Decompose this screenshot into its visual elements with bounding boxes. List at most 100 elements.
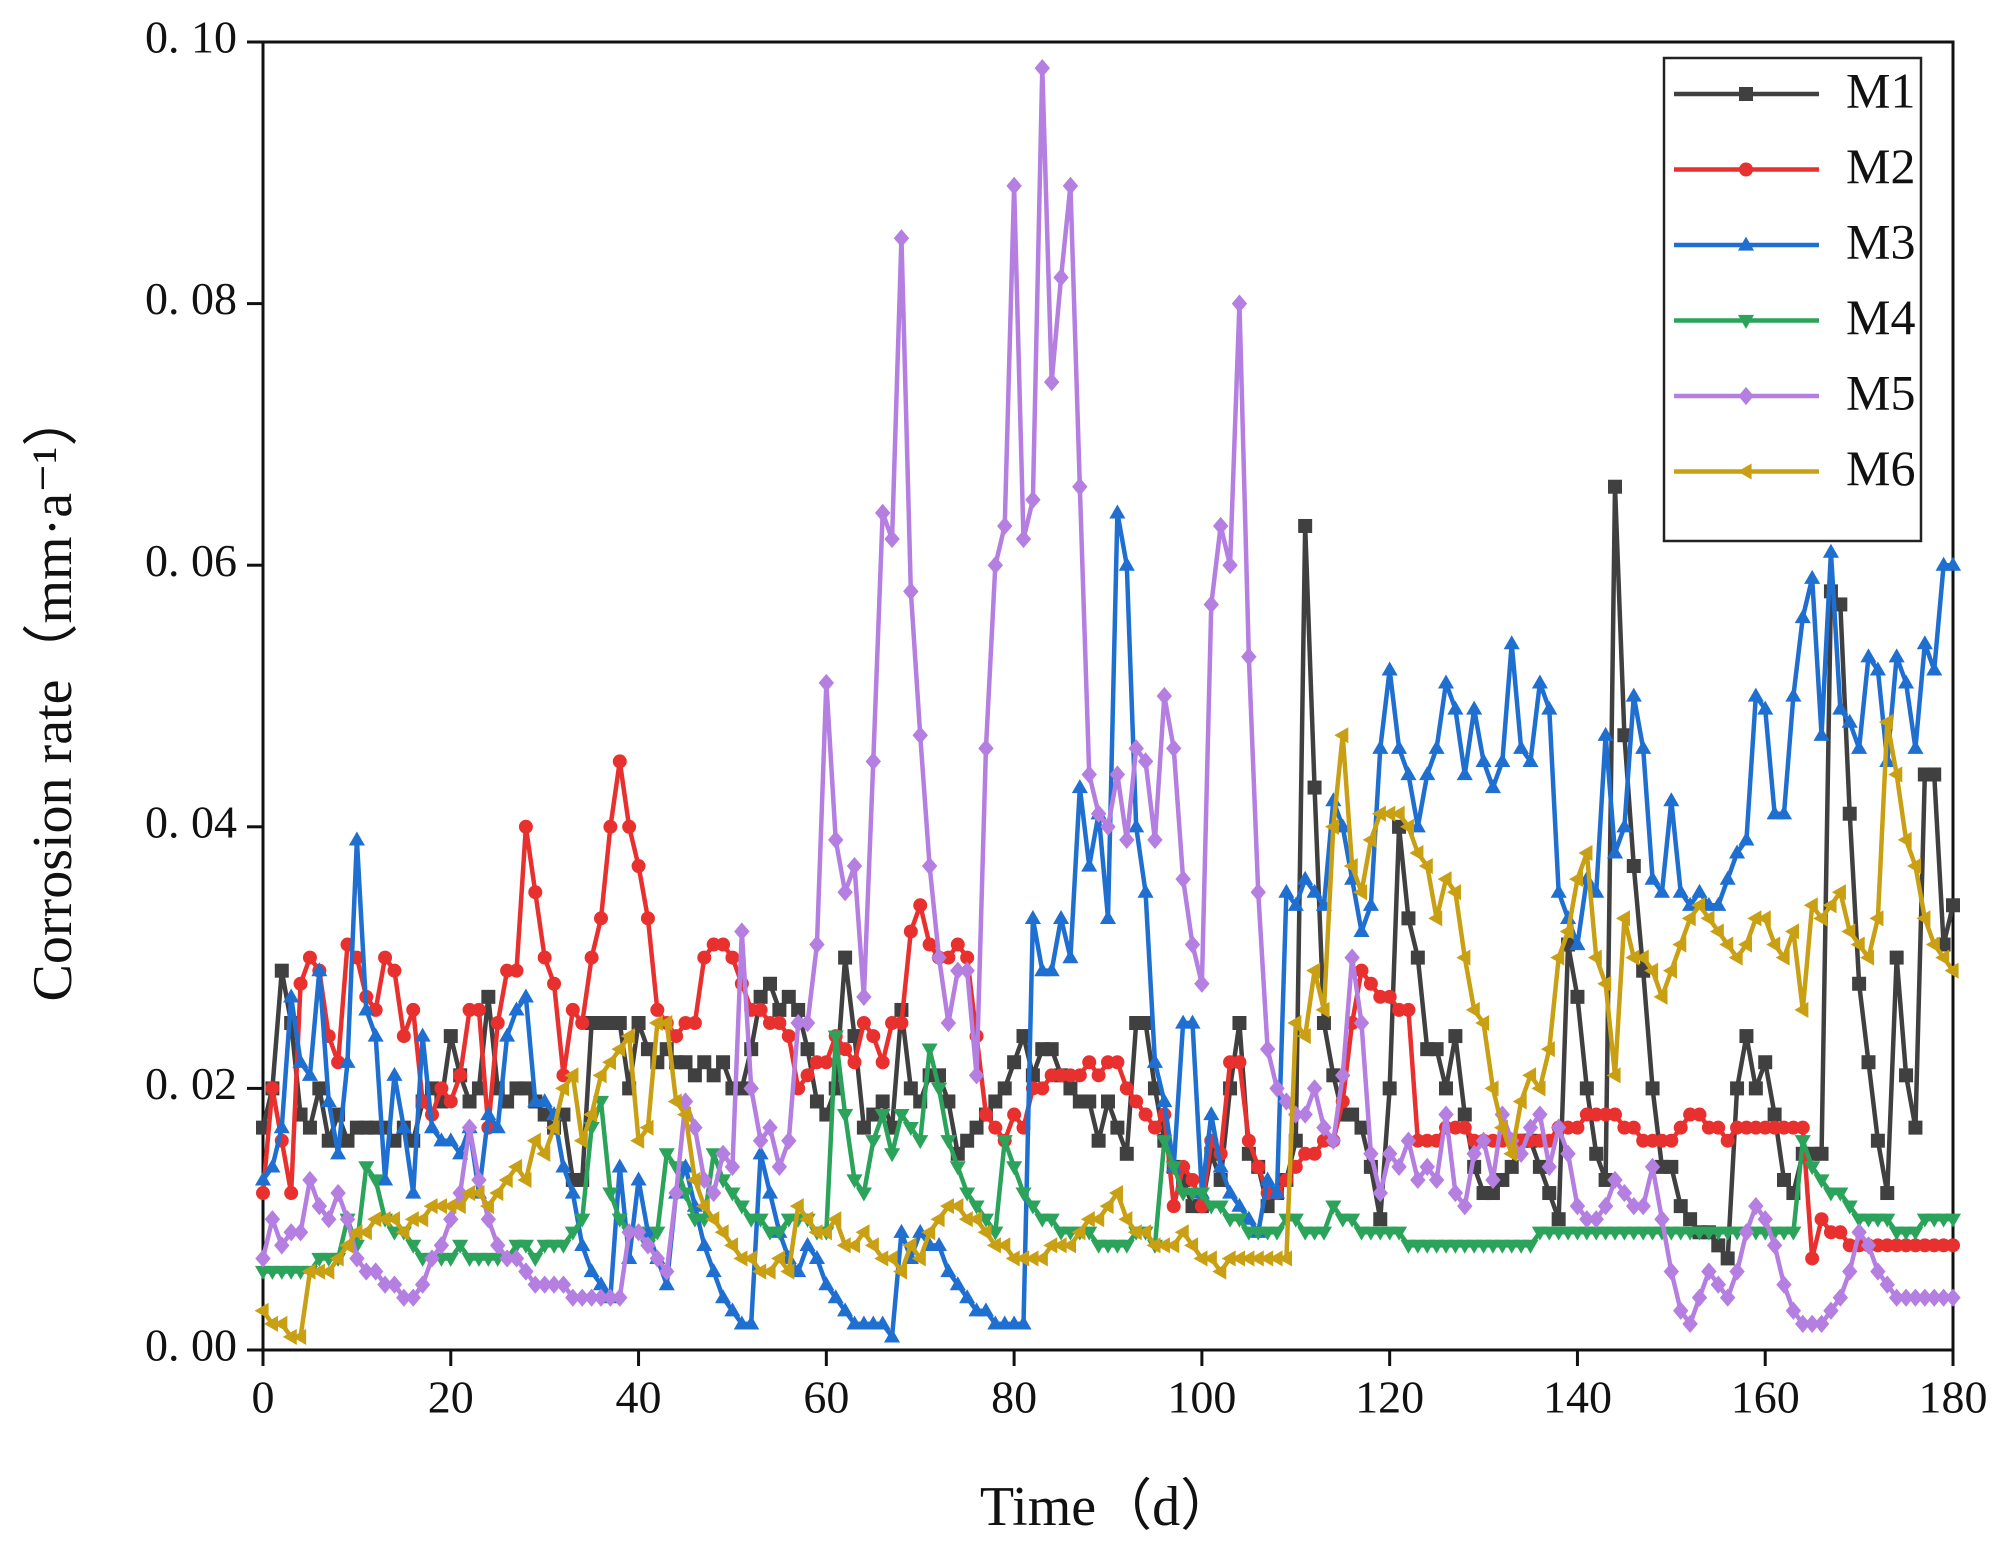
marker	[1635, 1197, 1651, 1216]
series	[254, 714, 1959, 1345]
marker	[1822, 897, 1837, 914]
marker	[1823, 1301, 1839, 1320]
x-tick-label: 120	[1355, 1372, 1424, 1423]
marker	[1531, 1080, 1546, 1097]
marker	[1597, 975, 1612, 992]
marker	[1579, 1210, 1595, 1229]
marker	[1456, 949, 1471, 966]
marker	[471, 1002, 486, 1017]
marker	[1738, 831, 1755, 846]
marker	[1720, 1251, 1735, 1266]
marker	[883, 1250, 898, 1267]
marker	[1287, 1014, 1302, 1032]
marker	[960, 1133, 975, 1148]
marker	[630, 1171, 647, 1186]
marker	[490, 1236, 506, 1255]
marker	[1401, 911, 1416, 926]
marker	[367, 1027, 384, 1042]
marker	[1889, 950, 1904, 965]
marker	[1616, 818, 1633, 833]
marker	[1653, 883, 1670, 898]
marker	[1503, 1145, 1518, 1162]
marker	[489, 1184, 504, 1202]
marker	[461, 1184, 476, 1202]
marker	[434, 1081, 449, 1096]
marker	[293, 976, 308, 991]
marker	[565, 1002, 580, 1017]
marker	[376, 1211, 391, 1228]
marker	[677, 1092, 694, 1111]
marker	[1006, 176, 1022, 195]
marker	[667, 1093, 682, 1110]
marker	[1832, 700, 1849, 715]
marker	[1015, 1187, 1032, 1202]
marker	[508, 1158, 523, 1175]
marker	[818, 1276, 835, 1291]
marker	[377, 1171, 394, 1186]
marker	[601, 1054, 616, 1071]
marker	[1129, 1094, 1144, 1109]
marker	[1503, 635, 1520, 650]
marker	[396, 1029, 411, 1044]
marker	[432, 1198, 447, 1215]
marker	[1362, 831, 1377, 848]
marker	[537, 950, 552, 965]
marker	[1381, 661, 1398, 676]
marker	[1212, 516, 1229, 536]
marker	[1700, 910, 1715, 927]
marker	[903, 582, 919, 601]
marker	[940, 1135, 957, 1150]
marker	[997, 516, 1013, 536]
marker	[1683, 1212, 1698, 1227]
marker	[1484, 1080, 1499, 1097]
marker	[1730, 1081, 1745, 1096]
marker	[1608, 1107, 1622, 1122]
marker	[1354, 1120, 1369, 1135]
marker	[1410, 1170, 1426, 1190]
marker	[612, 754, 627, 769]
marker	[1926, 661, 1943, 676]
marker	[912, 1135, 929, 1150]
marker	[753, 1002, 768, 1017]
marker	[565, 1288, 581, 1307]
marker	[1897, 831, 1912, 848]
marker	[817, 1224, 832, 1241]
marker	[471, 1081, 486, 1096]
marker	[640, 1236, 656, 1255]
marker	[1729, 844, 1746, 859]
marker	[518, 1262, 534, 1281]
marker	[902, 1237, 917, 1254]
marker	[1119, 1081, 1134, 1096]
marker	[809, 1094, 824, 1109]
marker	[1296, 1028, 1311, 1045]
marker	[902, 1122, 919, 1137]
marker	[1118, 556, 1135, 571]
marker	[752, 1145, 769, 1160]
marker	[443, 1029, 458, 1044]
marker	[527, 1252, 544, 1267]
marker	[1353, 884, 1368, 901]
marker	[1024, 1250, 1039, 1267]
marker	[827, 1289, 844, 1304]
marker	[1869, 661, 1886, 676]
marker	[715, 1289, 732, 1304]
marker	[1532, 1105, 1548, 1124]
legend-box	[1662, 56, 1923, 543]
marker	[1785, 1226, 1802, 1241]
marker	[546, 1275, 562, 1294]
marker	[1099, 1198, 1114, 1215]
marker	[1570, 989, 1585, 1004]
marker	[1775, 949, 1790, 966]
marker	[1850, 936, 1865, 953]
marker	[1597, 726, 1614, 741]
marker	[1025, 490, 1041, 509]
marker	[1146, 1237, 1161, 1254]
marker	[1325, 1200, 1342, 1215]
marker	[1494, 753, 1511, 767]
marker	[1241, 1133, 1256, 1148]
marker	[1522, 1067, 1537, 1084]
marker	[1100, 817, 1116, 836]
marker	[1757, 700, 1774, 715]
marker	[1673, 1301, 1689, 1320]
marker	[311, 1197, 328, 1216]
